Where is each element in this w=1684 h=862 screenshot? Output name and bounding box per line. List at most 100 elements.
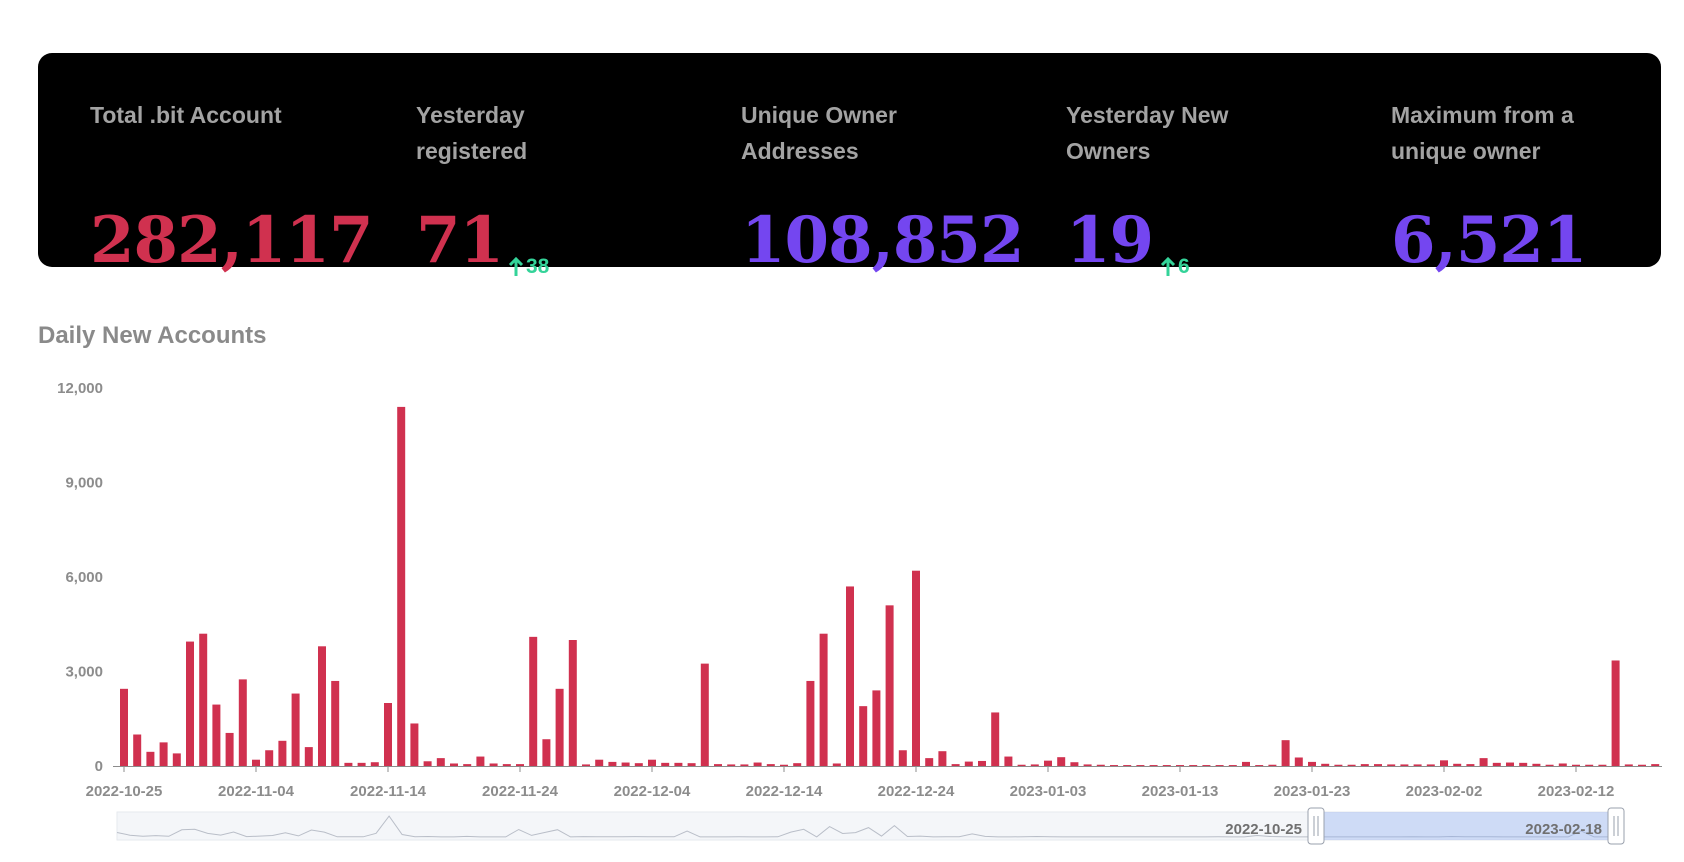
bar[interactable] <box>1479 758 1488 766</box>
bar[interactable] <box>806 680 815 766</box>
bar[interactable] <box>476 756 485 766</box>
bar[interactable] <box>1162 765 1171 766</box>
bar[interactable] <box>252 759 260 766</box>
bar[interactable] <box>1057 757 1066 766</box>
bar[interactable] <box>595 759 604 766</box>
bar[interactable] <box>1347 764 1356 766</box>
bar[interactable] <box>357 762 366 766</box>
bar[interactable] <box>225 732 234 766</box>
bar[interactable] <box>159 742 168 766</box>
bar[interactable] <box>1070 762 1079 766</box>
bar[interactable] <box>608 761 617 766</box>
bar[interactable] <box>489 763 498 766</box>
bar[interactable] <box>1110 765 1118 766</box>
bar[interactable] <box>859 706 868 766</box>
bar[interactable] <box>502 764 511 766</box>
bar[interactable] <box>1096 764 1105 766</box>
bar[interactable] <box>1440 760 1448 766</box>
bar[interactable] <box>423 761 432 766</box>
bar[interactable] <box>1083 764 1092 766</box>
bar[interactable] <box>120 688 128 766</box>
bar[interactable] <box>1638 764 1646 766</box>
bar[interactable] <box>1453 763 1462 766</box>
bar[interactable] <box>265 750 274 766</box>
bar[interactable] <box>700 663 709 766</box>
bar[interactable] <box>186 641 194 766</box>
bar[interactable] <box>991 712 1000 766</box>
bar[interactable] <box>1492 762 1501 766</box>
bar[interactable] <box>1545 764 1554 766</box>
bar[interactable] <box>582 764 590 766</box>
bar[interactable] <box>199 633 208 766</box>
bar[interactable] <box>634 763 643 766</box>
bar[interactable] <box>410 723 419 766</box>
bar[interactable] <box>740 764 749 766</box>
bar[interactable] <box>1585 764 1594 766</box>
bar[interactable] <box>1426 764 1435 766</box>
bar[interactable] <box>1215 765 1224 766</box>
bar[interactable] <box>450 763 458 766</box>
bar[interactable] <box>832 763 841 766</box>
bar[interactable] <box>1123 765 1132 766</box>
bar[interactable] <box>727 764 736 766</box>
bar[interactable] <box>397 406 406 766</box>
bar[interactable] <box>687 763 696 766</box>
bar[interactable] <box>516 764 524 766</box>
bar[interactable] <box>1030 764 1039 766</box>
bar[interactable] <box>1532 763 1541 766</box>
bar[interactable] <box>1598 764 1607 766</box>
bar[interactable] <box>1387 764 1396 766</box>
bar[interactable] <box>568 640 577 766</box>
bar[interactable] <box>133 734 142 767</box>
bar[interactable] <box>793 763 802 766</box>
bar[interactable] <box>1308 761 1316 766</box>
bar[interactable] <box>648 759 656 766</box>
bar[interactable] <box>1572 764 1580 766</box>
bar[interactable] <box>1519 762 1528 766</box>
bar[interactable] <box>714 764 722 766</box>
bar[interactable] <box>925 758 934 766</box>
bar[interactable] <box>238 679 247 766</box>
bar[interactable] <box>951 764 960 766</box>
bar[interactable] <box>819 633 828 766</box>
bar[interactable] <box>898 750 907 766</box>
bar[interactable] <box>172 753 181 766</box>
bar[interactable] <box>978 760 986 766</box>
bar[interactable] <box>146 751 155 766</box>
bar[interactable] <box>1202 765 1211 766</box>
bar[interactable] <box>1624 764 1633 766</box>
bar[interactable] <box>846 586 854 766</box>
bar[interactable] <box>1506 762 1514 766</box>
bar[interactable] <box>885 605 894 766</box>
bar[interactable] <box>1558 763 1567 766</box>
bar[interactable] <box>463 764 472 766</box>
bar[interactable] <box>1004 756 1013 766</box>
bar[interactable] <box>278 740 287 766</box>
bar[interactable] <box>1374 764 1382 766</box>
bar[interactable] <box>1611 660 1620 766</box>
bar[interactable] <box>1334 764 1343 766</box>
bar[interactable] <box>1413 764 1422 766</box>
bar[interactable] <box>291 693 300 766</box>
bar[interactable] <box>1294 757 1303 766</box>
bar[interactable] <box>938 751 947 766</box>
zoom-selection[interactable] <box>1316 812 1616 840</box>
bar[interactable] <box>304 747 313 766</box>
bar[interactable] <box>780 764 788 766</box>
bar[interactable] <box>1400 764 1409 766</box>
bar[interactable] <box>1360 764 1369 766</box>
bar[interactable] <box>1189 765 1198 766</box>
bar[interactable] <box>1176 765 1184 766</box>
bar[interactable] <box>1321 763 1330 766</box>
bar[interactable] <box>1281 740 1290 766</box>
bar[interactable] <box>529 636 538 766</box>
bar[interactable] <box>555 688 564 766</box>
bar[interactable] <box>766 764 775 766</box>
bar[interactable] <box>1242 761 1250 766</box>
bar[interactable] <box>1017 764 1026 766</box>
bar[interactable] <box>331 680 340 766</box>
bar[interactable] <box>436 758 445 766</box>
bar[interactable] <box>212 704 221 766</box>
bar[interactable] <box>964 761 973 766</box>
bar[interactable] <box>1044 760 1052 766</box>
